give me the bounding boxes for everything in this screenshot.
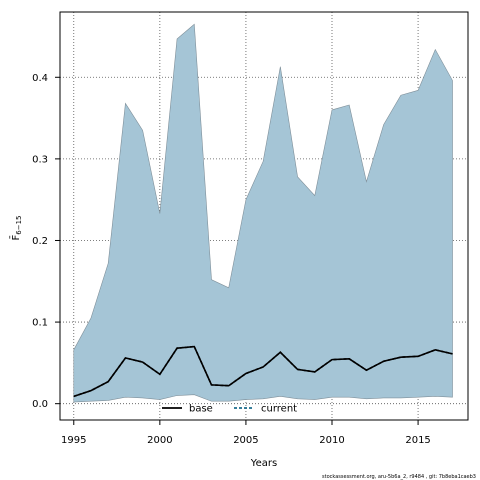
series-lines [73, 345, 453, 398]
y-axis: 0.0 0.1 0.2 0.3 0.4 [32, 73, 60, 410]
y-axis-label: F̄6−15 [9, 216, 23, 241]
confidence-band [73, 23, 453, 403]
plot-frame [59, 11, 469, 421]
x-tick-label-2010: 2010 [319, 435, 344, 446]
x-tick-label-2000: 2000 [147, 435, 172, 446]
y-axis-label-subscript: 6−15 [15, 216, 23, 235]
caption: stockassessment.org, aru-5b6a_2, r9484 ,… [322, 474, 476, 480]
x-tick-label-1995: 1995 [61, 435, 86, 446]
svg-text:F̄6−15: F̄6−15 [9, 216, 23, 241]
y-tick-label-0: 0.0 [32, 399, 48, 410]
x-axis: 1995 2000 2005 2010 2015 [61, 420, 431, 446]
x-tick-label-2015: 2015 [405, 435, 430, 446]
y-tick-label-1: 0.1 [32, 318, 48, 329]
y-axis-label-main: F̄ [9, 235, 22, 241]
x-axis-label: Years [250, 458, 277, 469]
legend-label-current: current [261, 404, 297, 415]
y-tick-label-3: 0.3 [32, 154, 48, 165]
y-tick-label-4: 0.4 [32, 73, 48, 84]
y-tick-label-2: 0.2 [32, 236, 48, 247]
series-line-current [73, 345, 453, 398]
confidence-band-area [73, 23, 453, 403]
x-tick-label-2005: 2005 [233, 435, 258, 446]
legend-label-base: base [189, 404, 213, 415]
legend: base current [162, 404, 297, 415]
